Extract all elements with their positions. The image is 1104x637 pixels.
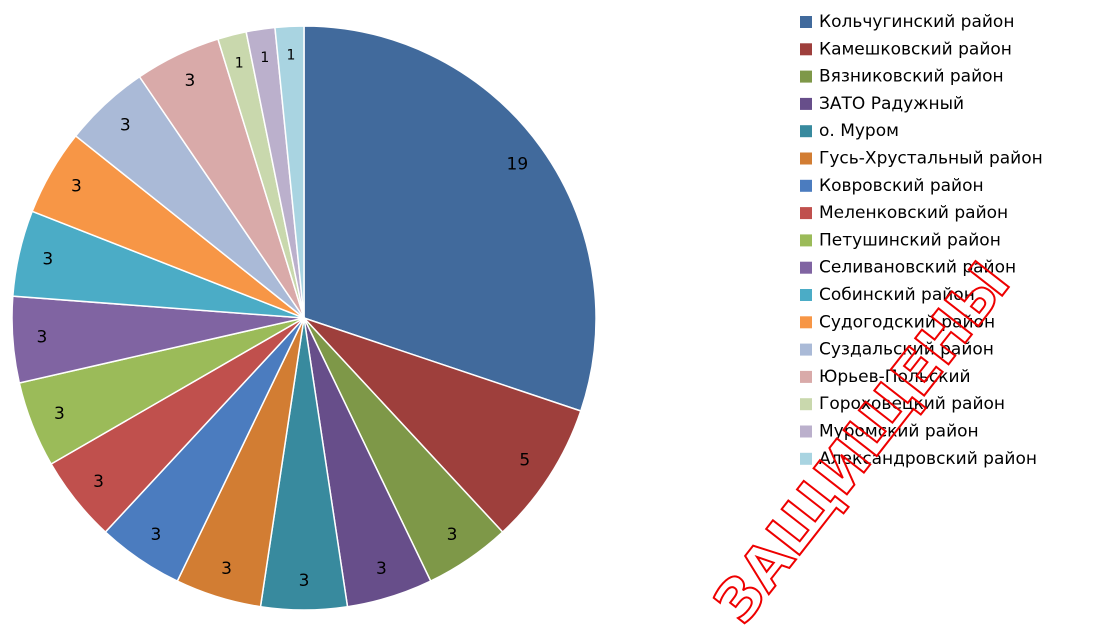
data-label: 5 <box>519 451 530 471</box>
legend-swatch <box>800 261 812 274</box>
pie-slice <box>274 25 305 319</box>
legend-swatch <box>800 43 812 56</box>
data-label: 19 <box>507 155 529 175</box>
legend-swatch <box>800 70 812 83</box>
legend-label: Судогодский район <box>819 312 995 332</box>
legend-label: Меленковский район <box>819 203 1008 223</box>
legend-label: Гусь-Хрустальный район <box>819 149 1043 169</box>
data-label: 1 <box>235 55 244 71</box>
legend-label: Гороховецкий район <box>819 394 1005 414</box>
legend-label: Вязниковский район <box>819 67 1004 87</box>
legend-swatch <box>800 370 812 383</box>
legend-label: Александровский район <box>819 449 1037 469</box>
legend-swatch <box>800 343 812 356</box>
legend-swatch <box>800 125 812 138</box>
data-label: 1 <box>286 48 295 64</box>
legend-swatch <box>800 398 812 411</box>
legend-label: Собинский район <box>819 285 975 305</box>
data-label: 3 <box>221 559 232 579</box>
data-label: 3 <box>299 571 310 591</box>
legend-label: Юрьев-Польский <box>819 367 971 387</box>
data-label: 3 <box>447 525 458 545</box>
legend-label: Кольчугинский район <box>819 12 1014 32</box>
legend-label: ЗАТО Радужный <box>819 94 964 114</box>
legend-label: Петушинский район <box>819 230 1001 250</box>
pie-slice <box>303 317 582 534</box>
data-label: 3 <box>376 559 387 579</box>
legend-swatch <box>800 97 812 110</box>
legend-label: Ковровский район <box>819 176 984 196</box>
legend-swatch <box>800 316 812 329</box>
pie-slice <box>303 25 597 412</box>
data-label: 3 <box>71 177 82 197</box>
data-label: 1 <box>260 50 269 66</box>
legend-swatch <box>800 16 812 28</box>
legend-swatch <box>800 289 812 301</box>
legend-swatch <box>800 207 812 220</box>
data-label: 3 <box>185 71 196 91</box>
legend-swatch <box>800 234 812 247</box>
data-label: 3 <box>37 328 48 348</box>
data-label: 3 <box>120 115 131 135</box>
watermark: ЗАЩИЩЕНЫ <box>701 250 1023 636</box>
data-label: 3 <box>54 404 65 424</box>
legend-label: Суздальский район <box>819 340 994 360</box>
pie <box>11 25 597 611</box>
legend-swatch <box>800 425 812 438</box>
legend-label: о. Муром <box>819 121 899 141</box>
legend-swatch <box>800 179 812 192</box>
data-label: 3 <box>42 250 53 270</box>
legend-swatch <box>800 152 812 165</box>
legend-swatch <box>800 452 812 465</box>
legend-label: Селивановский район <box>819 258 1016 278</box>
data-label: 3 <box>93 472 104 492</box>
data-label: 3 <box>151 525 162 545</box>
legend-label: Камешковский район <box>819 39 1012 59</box>
legend-label: Муромский район <box>819 422 979 442</box>
legend: Кольчугинский район Камешковский район Вяз… <box>800 12 1043 469</box>
